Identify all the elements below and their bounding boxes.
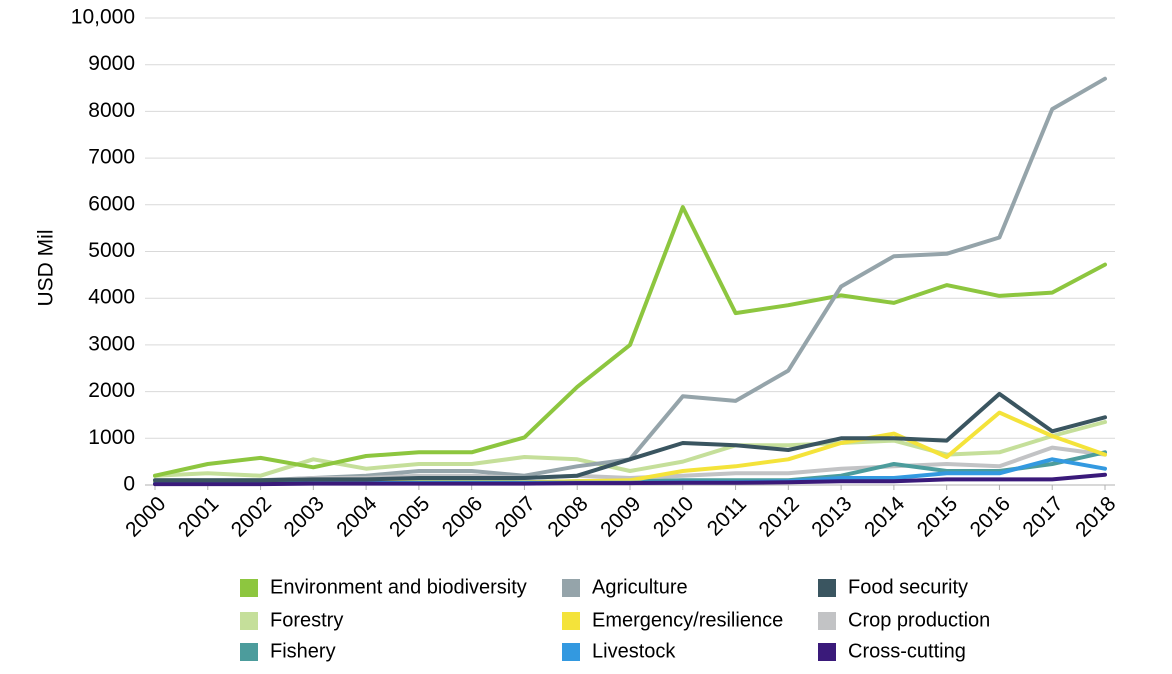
legend-item-forestry: Forestry	[240, 609, 343, 631]
legend-swatch	[818, 643, 836, 661]
y-tick-label: 8000	[88, 99, 135, 122]
legend-swatch	[818, 612, 836, 630]
legend-item-food-security: Food security	[818, 576, 968, 598]
legend-label: Livestock	[592, 640, 676, 662]
y-tick-label: 7000	[88, 146, 135, 169]
legend-label: Crop production	[848, 609, 990, 631]
y-tick-label: 9000	[88, 52, 135, 75]
y-tick-label: 5000	[88, 239, 135, 262]
legend-item-crop-production: Crop production	[818, 609, 990, 631]
y-tick-label: 0	[123, 473, 135, 496]
legend-swatch	[818, 579, 836, 597]
legend-item-fishery: Fishery	[240, 640, 336, 662]
legend-swatch	[562, 579, 580, 597]
gridlines	[145, 17, 1115, 486]
legend-swatch	[240, 612, 258, 630]
legend-label: Fishery	[270, 640, 336, 662]
y-tick-label: 1000	[88, 426, 135, 449]
legend-item-agriculture: Agriculture	[562, 576, 688, 598]
y-tick-label: 10,000	[71, 6, 135, 29]
legend-swatch	[240, 643, 258, 661]
y-tick-label: 6000	[88, 192, 135, 215]
legend-label: Food security	[848, 576, 968, 598]
legend-label: Emergency/resilience	[592, 609, 783, 631]
legend-label: Cross-cutting	[848, 640, 966, 662]
series-line-environment-and-biodiversity	[153, 205, 1107, 478]
legend-label: Agriculture	[592, 576, 688, 598]
legend-item-cross-cutting: Cross-cutting	[818, 640, 966, 662]
legend: Environment and biodiversity Agriculture F…	[240, 576, 990, 662]
legend-item-livestock: Livestock	[562, 640, 676, 662]
legend-swatch	[562, 643, 580, 661]
legend-item-emergency-resilience: Emergency/resilience	[562, 609, 783, 631]
y-axis-title: USD Mil	[35, 230, 58, 307]
legend-swatch	[562, 612, 580, 630]
legend-item-environment-and-biodiversity: Environment and biodiversity	[240, 576, 527, 598]
legend-label: Forestry	[270, 609, 343, 631]
series-line-food-security	[153, 391, 1107, 483]
legend-label: Environment and biodiversity	[270, 576, 527, 598]
y-tick-label: 3000	[88, 332, 135, 355]
y-tick-label: 2000	[88, 379, 135, 402]
series-line-cross-cutting	[153, 472, 1107, 487]
legend-swatch	[240, 579, 258, 597]
series-lines	[153, 76, 1107, 487]
y-tick-label: 4000	[88, 286, 135, 309]
